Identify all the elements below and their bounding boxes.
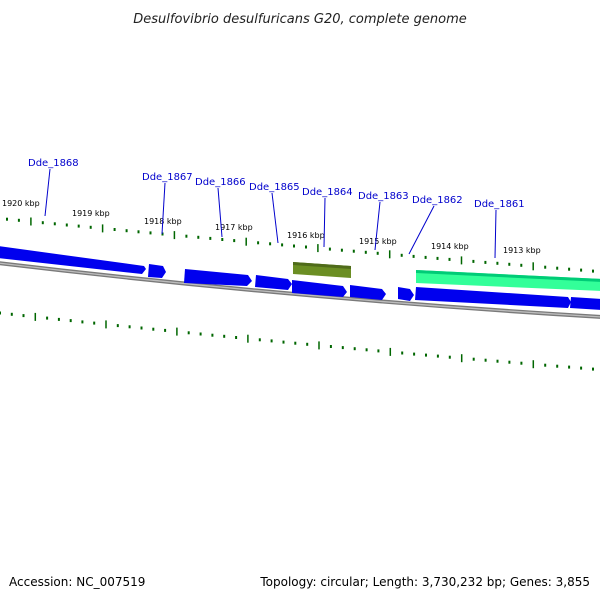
gene-label-link[interactable]: Dde_1867 <box>142 172 193 183</box>
gene-arrow-dde-1866[interactable] <box>255 275 292 290</box>
gene-label-link[interactable]: Dde_1861 <box>474 199 525 210</box>
kbp-label: 1915 kbp <box>359 237 397 246</box>
gene-highlight-dde-1861[interactable] <box>416 270 600 291</box>
gene-callout-line <box>374 201 381 251</box>
genome-backbone-highlight <box>0 262 600 318</box>
gene-arrow-dde-1867[interactable] <box>184 269 252 286</box>
gene-callout-line <box>44 168 51 217</box>
gene-highlight-edge <box>416 270 600 282</box>
kbp-label: 1916 kbp <box>287 231 325 240</box>
gene-arrow-dde-1869[interactable] <box>0 246 146 274</box>
gene-callout-line <box>408 205 435 255</box>
kbp-label: 1913 kbp <box>503 246 541 255</box>
gene-track <box>0 246 600 310</box>
gene-callout-line <box>161 182 166 235</box>
gene-label-link[interactable]: Dde_1862 <box>412 195 463 206</box>
gene-arrow-dde-1861[interactable] <box>415 287 571 308</box>
gene-arrow-dde-1868[interactable] <box>148 264 166 278</box>
gene-arrow-dde-1863[interactable] <box>350 285 386 300</box>
gene-callout-line <box>494 209 497 259</box>
gene-selected-overlay <box>293 262 351 269</box>
gene-callout-line <box>323 197 326 248</box>
outer-tick-ruler <box>6 217 594 273</box>
gene-arrow-dde-1862[interactable] <box>398 287 414 301</box>
genome-summary: Topology: circular; Length: 3,730,232 bp… <box>259 575 590 589</box>
gene-callout-line <box>271 192 279 244</box>
gene-callouts <box>44 168 497 259</box>
gene-arrow-dde-1860[interactable] <box>570 297 600 310</box>
inner-tick-ruler <box>0 311 594 371</box>
gene-label-link[interactable]: Dde_1865 <box>249 182 300 193</box>
gene-label-link[interactable]: Dde_1866 <box>195 177 246 188</box>
kbp-label: 1914 kbp <box>431 242 469 251</box>
gene-label-link[interactable]: Dde_1864 <box>302 187 353 198</box>
kbp-label: 1917 kbp <box>215 223 253 232</box>
kbp-label: 1919 kbp <box>72 209 110 218</box>
gene-label-link[interactable]: Dde_1863 <box>358 191 409 202</box>
accession-label: Accession: NC_007519 <box>9 575 145 589</box>
kbp-label: 1920 kbp <box>2 199 40 208</box>
map-title: Desulfovibrio desulfuricans G20, complet… <box>133 12 467 27</box>
gene-callout-line <box>217 187 223 238</box>
gene-arrow-dde-1865[interactable] <box>292 280 347 297</box>
gene-labels: Dde_1868 Dde_1867 Dde_1866 Dde_1865 Dde_1864… <box>28 158 525 210</box>
gene-label-link[interactable]: Dde_1868 <box>28 158 79 169</box>
